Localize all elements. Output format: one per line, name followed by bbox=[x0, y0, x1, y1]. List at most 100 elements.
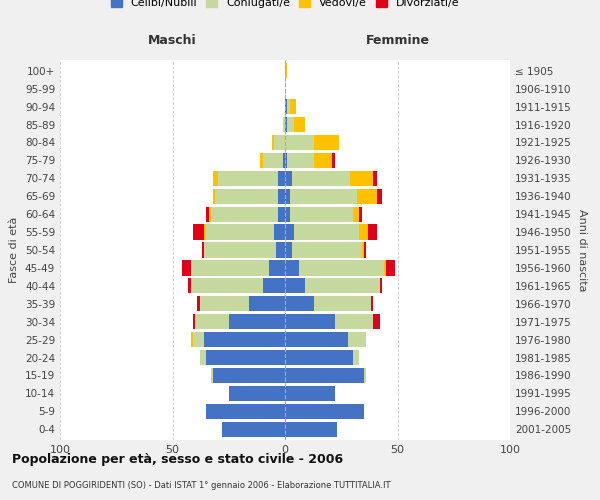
Bar bbox=[191, 278, 263, 293]
Text: Femmine: Femmine bbox=[365, 34, 430, 48]
Bar bbox=[285, 350, 353, 365]
Bar bbox=[294, 117, 305, 132]
Bar bbox=[215, 188, 278, 204]
Bar bbox=[182, 260, 191, 276]
Bar bbox=[285, 260, 299, 276]
Bar bbox=[359, 206, 361, 222]
Bar bbox=[299, 260, 384, 276]
Bar bbox=[305, 278, 380, 293]
Bar bbox=[335, 314, 373, 330]
Bar bbox=[213, 188, 215, 204]
Bar bbox=[285, 332, 348, 347]
Bar bbox=[199, 350, 206, 365]
Bar bbox=[290, 99, 296, 114]
Bar bbox=[380, 278, 382, 293]
Bar bbox=[294, 224, 359, 240]
Bar bbox=[348, 332, 366, 347]
Bar bbox=[285, 63, 287, 78]
Bar bbox=[276, 242, 285, 258]
Bar bbox=[218, 170, 278, 186]
Bar bbox=[278, 170, 285, 186]
Bar bbox=[371, 296, 373, 312]
Bar bbox=[206, 350, 285, 365]
Bar bbox=[269, 260, 285, 276]
Bar bbox=[285, 404, 364, 419]
Bar bbox=[314, 135, 339, 150]
Text: Popolazione per età, sesso e stato civile - 2006: Popolazione per età, sesso e stato civil… bbox=[12, 452, 343, 466]
Bar bbox=[314, 296, 371, 312]
Bar bbox=[193, 224, 204, 240]
Bar bbox=[285, 117, 287, 132]
Bar bbox=[285, 135, 314, 150]
Bar bbox=[285, 206, 290, 222]
Bar bbox=[285, 296, 314, 312]
Bar bbox=[359, 224, 368, 240]
Bar bbox=[274, 224, 285, 240]
Bar bbox=[271, 135, 274, 150]
Bar bbox=[206, 206, 209, 222]
Bar bbox=[368, 224, 377, 240]
Bar bbox=[204, 332, 285, 347]
Bar bbox=[260, 153, 263, 168]
Bar bbox=[229, 314, 285, 330]
Bar bbox=[386, 260, 395, 276]
Bar bbox=[263, 278, 285, 293]
Bar bbox=[285, 278, 305, 293]
Bar bbox=[211, 206, 278, 222]
Bar bbox=[211, 368, 213, 383]
Bar bbox=[263, 153, 283, 168]
Bar bbox=[285, 170, 292, 186]
Text: COMUNE DI POGGIRIDENTI (SO) - Dati ISTAT 1° gennaio 2006 - Elaborazione TUTTITAL: COMUNE DI POGGIRIDENTI (SO) - Dati ISTAT… bbox=[12, 480, 391, 490]
Bar bbox=[283, 153, 285, 168]
Bar bbox=[314, 153, 332, 168]
Bar bbox=[287, 99, 290, 114]
Bar bbox=[204, 242, 276, 258]
Bar bbox=[278, 188, 285, 204]
Bar bbox=[206, 224, 274, 240]
Bar bbox=[373, 314, 380, 330]
Bar bbox=[377, 188, 382, 204]
Bar bbox=[373, 170, 377, 186]
Bar bbox=[206, 404, 285, 419]
Bar bbox=[350, 170, 373, 186]
Bar bbox=[285, 99, 287, 114]
Bar bbox=[364, 368, 366, 383]
Bar bbox=[283, 117, 285, 132]
Bar bbox=[199, 296, 249, 312]
Bar bbox=[222, 422, 285, 437]
Bar bbox=[290, 206, 353, 222]
Bar bbox=[202, 242, 204, 258]
Bar bbox=[204, 224, 206, 240]
Bar bbox=[357, 188, 377, 204]
Bar bbox=[332, 153, 335, 168]
Bar bbox=[353, 350, 359, 365]
Y-axis label: Anni di nascita: Anni di nascita bbox=[577, 209, 587, 291]
Bar bbox=[285, 368, 364, 383]
Bar bbox=[197, 296, 199, 312]
Bar bbox=[278, 206, 285, 222]
Bar bbox=[287, 117, 294, 132]
Bar bbox=[209, 206, 211, 222]
Bar bbox=[285, 314, 335, 330]
Bar bbox=[195, 314, 229, 330]
Bar bbox=[292, 242, 361, 258]
Bar bbox=[229, 386, 285, 401]
Bar bbox=[285, 386, 335, 401]
Bar bbox=[213, 368, 285, 383]
Legend: Celibi/Nubili, Coniugati/e, Vedovi/e, Divorziati/e: Celibi/Nubili, Coniugati/e, Vedovi/e, Di… bbox=[110, 0, 460, 8]
Bar bbox=[364, 242, 366, 258]
Bar bbox=[361, 242, 364, 258]
Bar bbox=[193, 332, 204, 347]
Bar bbox=[193, 314, 195, 330]
Y-axis label: Fasce di età: Fasce di età bbox=[10, 217, 19, 283]
Bar bbox=[285, 188, 290, 204]
Bar bbox=[353, 206, 359, 222]
Text: Maschi: Maschi bbox=[148, 34, 197, 48]
Bar bbox=[285, 242, 292, 258]
Bar bbox=[285, 153, 287, 168]
Bar bbox=[285, 224, 294, 240]
Bar bbox=[384, 260, 386, 276]
Bar bbox=[191, 332, 193, 347]
Bar bbox=[188, 278, 191, 293]
Bar bbox=[249, 296, 285, 312]
